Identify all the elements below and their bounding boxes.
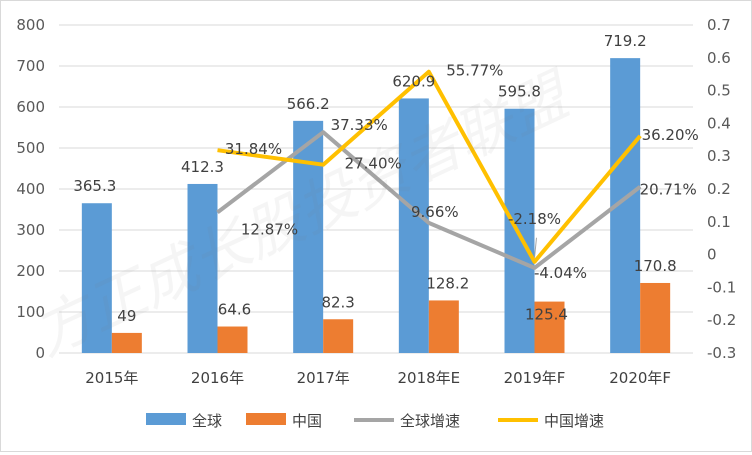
bar-china (640, 282, 671, 353)
line-value-label: 27.40% (345, 155, 402, 173)
y-left-tick-label: 100 (16, 303, 45, 321)
line-value-label: 37.33% (331, 116, 388, 134)
y-left-tick-label: 400 (16, 180, 45, 198)
data-labels: 365.3 412.3 566.2 620.9 595.8 719.2 49 64.6 82.3… (73, 32, 698, 325)
y-left-tick-label: 800 (16, 16, 45, 34)
y-right-tick-label: 0 (707, 246, 717, 264)
y-left-tick-label: 200 (16, 262, 45, 280)
y-right-tick-label: 0.7 (707, 16, 731, 34)
legend-label: 中国 (292, 412, 322, 430)
bar-global (398, 98, 429, 353)
line-value-label: 20.71% (640, 181, 697, 199)
y-right-tick-label: -0.1 (707, 278, 736, 296)
bar-value-label: 620.9 (392, 72, 435, 90)
y-right-tick-label: 0.3 (707, 147, 731, 165)
bar-china (323, 319, 354, 353)
bar-china (217, 326, 248, 353)
legend-label: 中国增速 (544, 412, 604, 430)
line-value-label: 12.87% (241, 220, 298, 238)
bar-value-label: 595.8 (498, 83, 541, 101)
y-right-tick-label: -0.2 (707, 311, 736, 329)
bar-value-label: 128.2 (426, 274, 469, 292)
legend-item: 中国 (246, 412, 322, 430)
bar-value-label: 64.6 (218, 301, 251, 319)
line-value-label: -4.04% (534, 264, 587, 282)
y-left-tick-label: 700 (16, 57, 45, 75)
x-tick-label: 2019年F (504, 369, 566, 387)
y-left-tick-label: 600 (16, 98, 45, 116)
y-right-tick-label: 0.5 (707, 82, 731, 100)
axes: 0 100 200 300 400 500 600 700 800 -0.3 -0.2 -0.1 0 0.… (16, 16, 736, 387)
bar-value-label: 49 (117, 307, 136, 325)
lines (216, 69, 642, 270)
x-tick-label: 2016年 (191, 369, 244, 387)
china-growth-line (217, 69, 642, 264)
x-tick-label: 2020年F (609, 369, 671, 387)
bar-value-label: 719.2 (604, 32, 647, 50)
y-right-tick-label: 0.4 (707, 114, 731, 132)
bar-value-label: 365.3 (73, 177, 116, 195)
x-tick-label: 2018年E (398, 369, 461, 387)
gridlines (59, 24, 693, 354)
y-left-tick-label: 0 (35, 344, 45, 362)
bar-global (81, 203, 112, 353)
legend-swatch (146, 413, 186, 425)
bar-global (187, 183, 218, 353)
line-value-label: 9.66% (411, 203, 459, 221)
x-tick-label: 2015年 (85, 369, 138, 387)
legend-label: 全球增速 (400, 412, 460, 430)
legend-item: 全球增速 (354, 412, 460, 430)
legend-label: 全球 (192, 412, 222, 430)
bar-value-label: 125.4 (525, 306, 568, 324)
line-value-label: 36.20% (642, 126, 699, 144)
y-right-tick-label: 0.2 (707, 180, 731, 198)
line-value-label: -2.18% (508, 210, 561, 228)
bar-value-label: 566.2 (287, 95, 330, 113)
line-value-label: 55.77% (446, 62, 503, 80)
y-right-tick-label: -0.3 (707, 344, 736, 362)
y-right-tick-label: 0.6 (707, 49, 731, 67)
bar-value-label: 170.8 (634, 257, 677, 275)
legend-item: 中国增速 (498, 412, 604, 430)
y-left-tick-label: 300 (16, 221, 45, 239)
line-value-label: 31.84% (225, 140, 282, 158)
legend-swatch (246, 413, 286, 425)
bar-china (534, 301, 565, 353)
y-left-tick-label: 500 (16, 139, 45, 157)
legend-item: 全球 (146, 412, 222, 430)
leader-line (534, 237, 537, 258)
bar-value-label: 412.3 (181, 158, 224, 176)
bar-value-label: 82.3 (321, 293, 354, 311)
x-tick-label: 2017年 (297, 369, 350, 387)
legend: 全球 中国 全球增速 中国增速 (146, 412, 604, 430)
y-right-tick-label: 0.1 (707, 213, 731, 231)
bar-china (111, 332, 142, 353)
bar-china (428, 300, 459, 353)
